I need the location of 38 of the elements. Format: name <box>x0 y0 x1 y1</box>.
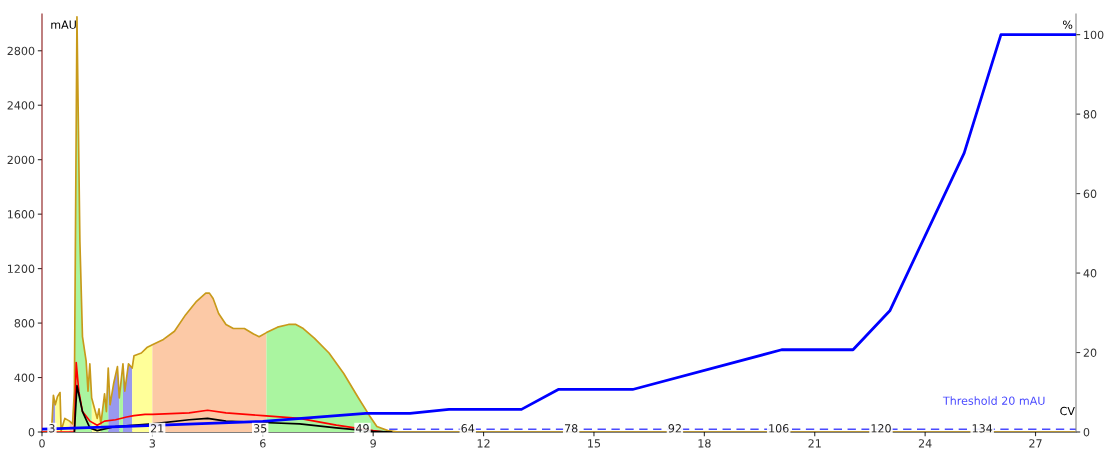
x-tick-label: 6 <box>260 439 266 448</box>
y-tick-label: 1200 <box>8 264 35 273</box>
y2-tick-label: 100 <box>1084 30 1104 40</box>
y-tick-label: 1600 <box>8 210 35 219</box>
x-tick-label: 27 <box>1029 439 1042 448</box>
y-tick-label: 800 <box>14 319 35 328</box>
annotation: 49 <box>355 424 369 433</box>
x-tick-label: 18 <box>698 439 711 448</box>
y-tick-label: 2800 <box>7 46 35 56</box>
y2-axis-title: % <box>1062 20 1073 29</box>
annotation: 78 <box>564 424 578 433</box>
y-tick-label: 2000 <box>7 155 35 165</box>
y2-tick-label: 80 <box>1083 110 1097 119</box>
annotation: 120 <box>871 424 891 433</box>
y-tick-label: 2400 <box>7 101 35 110</box>
x-tick-label: 15 <box>588 439 601 448</box>
ref-line-label: Threshold 20 mAU <box>942 396 1045 405</box>
annotation: 134 <box>972 424 993 433</box>
y2-tick-label: 0 <box>1083 427 1090 437</box>
annotation: 106 <box>769 424 789 433</box>
x-tick-label: 12 <box>477 439 490 448</box>
annotation: 64 <box>461 424 475 433</box>
x-tick-label: 0 <box>39 439 45 448</box>
y2-tick-label: 60 <box>1083 189 1097 198</box>
x-tick-label: 21 <box>808 439 821 448</box>
y2-tick-label: 20 <box>1083 348 1097 357</box>
x-tick-label: 9 <box>370 439 376 448</box>
annotation: 92 <box>668 424 681 433</box>
y-axis-title: mAU <box>51 20 76 29</box>
annotation: 3 <box>49 424 55 433</box>
annotation: 35 <box>253 424 267 433</box>
x-tick-label: 3 <box>149 439 156 448</box>
x-tick-label: 24 <box>918 439 932 448</box>
y-tick-label: 400 <box>14 373 35 382</box>
y-tick-label: 0 <box>28 427 35 437</box>
x-axis-title: CV <box>1060 406 1075 416</box>
annotation: 21 <box>150 424 164 433</box>
y2-tick-label: 40 <box>1083 269 1097 278</box>
